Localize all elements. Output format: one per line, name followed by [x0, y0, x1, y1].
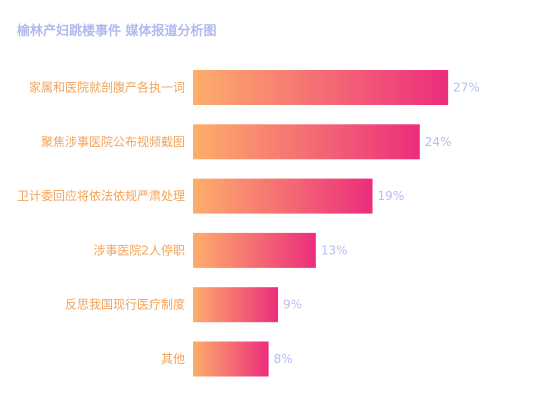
- category-label-3: 涉事医院2人停职: [93, 242, 185, 257]
- value-label-4: 9%: [283, 298, 302, 312]
- bar-0: [193, 70, 449, 105]
- value-label-3: 13%: [321, 243, 348, 257]
- category-label-5: 其他: [161, 352, 185, 366]
- value-label-0: 27%: [453, 81, 480, 95]
- category-label-1: 聚焦涉事医院公布视频截图: [41, 134, 185, 149]
- bars-layer: 家属和医院就剖腹产各执一词 27% 聚焦涉事医院公布视频截图 24% 卫计委回应将依法依…: [17, 70, 480, 377]
- category-label-4: 反思我国现行医疗制度: [65, 297, 185, 312]
- category-label-2: 卫计委回应将依法依规严肃处理: [17, 188, 185, 203]
- value-label-5: 8%: [274, 352, 293, 366]
- bar-1: [193, 124, 420, 160]
- category-label-0: 家属和医院就剖腹产各执一词: [29, 80, 185, 95]
- chart-title: 榆林产妇跳楼事件 媒体报道分析图: [17, 24, 217, 39]
- bar-2: [193, 178, 373, 214]
- value-label-2: 19%: [378, 189, 405, 203]
- bar-3: [193, 232, 316, 268]
- bar-4: [193, 287, 279, 323]
- bar-5: [193, 341, 269, 377]
- value-label-1: 24%: [425, 135, 452, 149]
